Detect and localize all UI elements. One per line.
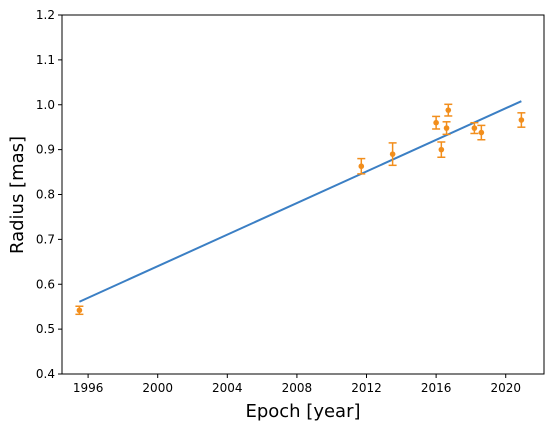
x-tick-label: 2012 (351, 381, 382, 395)
y-tick-label: 0.5 (36, 322, 55, 336)
point-marker (389, 151, 396, 157)
y-tick-label: 1.2 (36, 8, 55, 22)
data-point (437, 141, 446, 159)
x-tick-label: 2020 (490, 381, 521, 395)
y-tick-label: 0.6 (36, 277, 55, 291)
data-point (357, 157, 366, 175)
x-tick-label: 2008 (282, 381, 313, 395)
y-tick-label: 1.1 (36, 53, 55, 67)
axis-ticks: 1996 2000 2004 2008 2012 2016 2020 0.4 0.5 0.6 0.7… (36, 8, 521, 395)
y-axis-label: Radius [mas] (7, 136, 28, 254)
y-tick-label: 0.7 (36, 232, 55, 246)
point-marker (358, 163, 365, 170)
point-marker (471, 125, 478, 131)
point-marker (445, 107, 452, 113)
point-marker (438, 146, 445, 153)
x-tick-label: 1996 (73, 381, 104, 395)
x-axis-label: Epoch [year] (245, 401, 360, 422)
point-marker (76, 307, 83, 314)
point-marker (433, 119, 439, 126)
x-tick-label: 2000 (142, 381, 173, 395)
point-marker (478, 129, 485, 136)
plot-marks (75, 100, 526, 316)
data-point (75, 305, 84, 316)
x-tick-label: 2004 (212, 381, 243, 395)
point-marker (443, 125, 450, 131)
y-tick-label: 0.8 (36, 188, 55, 202)
data-point (444, 103, 453, 117)
y-tick-label: 1.0 (36, 98, 55, 112)
data-point (442, 121, 451, 136)
data-point (432, 115, 441, 130)
y-tick-label: 0.9 (36, 143, 55, 157)
fit-line (78, 100, 522, 303)
data-point (477, 124, 486, 141)
data-point (470, 121, 479, 135)
x-tick-label: 2016 (421, 381, 452, 395)
y-tick-label: 0.4 (36, 367, 55, 381)
point-marker (518, 117, 525, 123)
data-point (388, 142, 397, 167)
plot-frame (61, 14, 545, 375)
data-point (517, 112, 526, 128)
